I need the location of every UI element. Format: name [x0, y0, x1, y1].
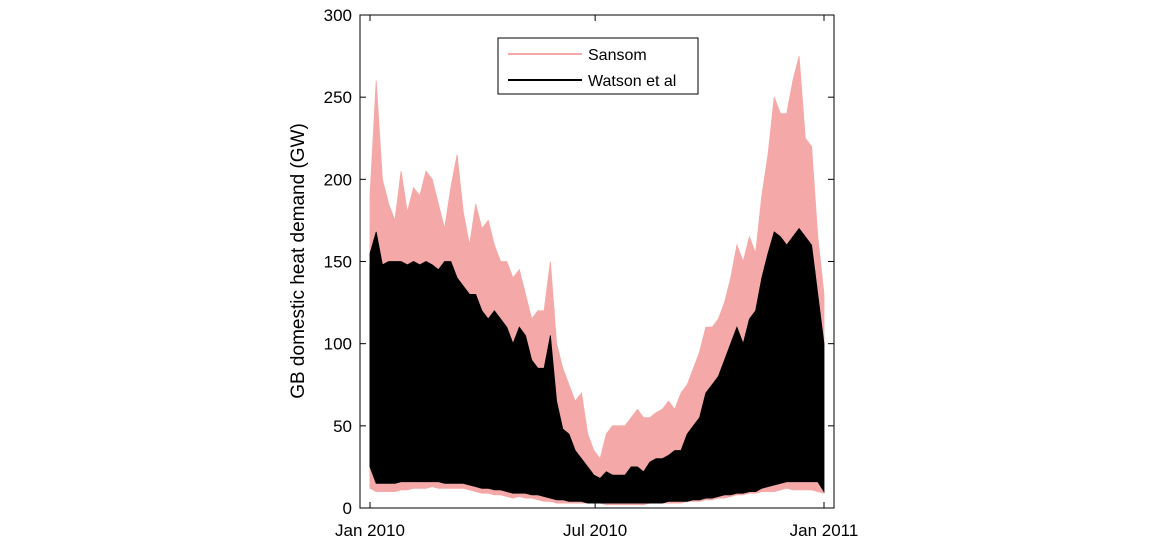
- y-axis-label: GB domestic heat demand (GW): [288, 123, 309, 399]
- legend-label-watson: Watson et al: [588, 73, 676, 90]
- y-tick-label: 250: [324, 88, 352, 107]
- y-tick-label: 100: [324, 335, 352, 354]
- legend-box: [497, 37, 699, 95]
- y-tick-label: 150: [324, 253, 352, 272]
- y-tick-label: 0: [343, 499, 352, 518]
- x-tick-label: Jul 2010: [563, 521, 627, 540]
- axis-ticks: 0 50 100 150 200 250 300 Jan 2010 Jul 2010 Jan 20…: [324, 6, 859, 540]
- legend: Sansom Watson et al: [497, 37, 699, 95]
- plot-area: [369, 56, 825, 506]
- x-tick-label: Jan 2011: [790, 521, 859, 540]
- y-tick-label: 200: [324, 170, 352, 189]
- y-tick-label: 300: [324, 6, 352, 25]
- x-tick-label: Jan 2010: [335, 521, 405, 540]
- series-lines-watson-et-al: [369, 233, 824, 504]
- y-tick-label: 50: [333, 417, 352, 436]
- legend-label-sansom: Sansom: [588, 47, 647, 64]
